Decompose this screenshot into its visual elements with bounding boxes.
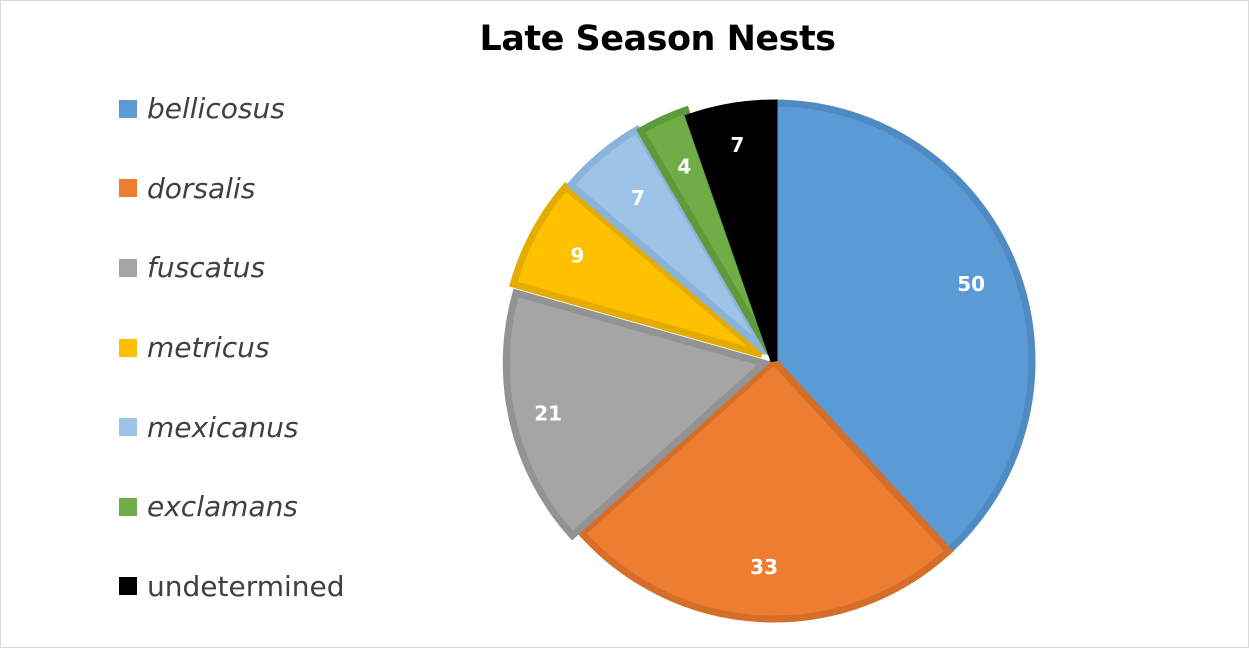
legend-item-mexicanus: mexicanus [119, 387, 345, 467]
legend-swatch [119, 338, 137, 357]
legend-item-dorsalis: dorsalis [119, 149, 345, 229]
data-label-undetermined: 7 [730, 133, 744, 157]
legend-item-exclamans: exclamans [119, 467, 345, 547]
chart-title: Late Season Nests [479, 19, 836, 59]
pie-slice-metricus [509, 181, 764, 358]
legend-swatch [119, 99, 137, 118]
data-label-exclamans: 4 [677, 154, 691, 178]
legend-swatch [119, 577, 137, 596]
data-label-dorsalis: 33 [750, 555, 778, 579]
data-label-bellicosus: 50 [957, 272, 985, 296]
pie-slice-exclamans [635, 105, 774, 356]
legend-swatch [119, 418, 137, 437]
data-label-mexicanus: 7 [631, 186, 645, 210]
data-label-metricus: 9 [570, 244, 584, 268]
pie-slice-fuscatus [502, 288, 772, 541]
legend-item-fuscatus: fuscatus [119, 228, 345, 308]
legend-label: mexicanus [147, 410, 299, 444]
legend-item-bellicosus: bellicosus [119, 69, 345, 149]
legend-label: fuscatus [147, 251, 266, 285]
data-label-fuscatus: 21 [534, 401, 562, 425]
legend-label: metricus [147, 331, 270, 365]
legend-label: dorsalis [147, 171, 256, 205]
legend-label: exclamans [147, 490, 298, 524]
legend-swatch [119, 258, 137, 277]
legend-swatch [119, 179, 137, 198]
pie-slice-bellicosus [770, 99, 1036, 556]
pie-slice-dorsalis [577, 356, 954, 623]
legend-swatch [119, 497, 137, 516]
legend-label: undetermined [147, 569, 345, 603]
legend-item-metricus: metricus [119, 308, 345, 388]
legend: bellicosus dorsalis fuscatus metricus me… [119, 69, 345, 626]
pie-slice-undetermined [684, 99, 778, 363]
legend-label: bellicosus [147, 92, 285, 126]
legend-item-undetermined: undetermined [119, 547, 345, 627]
